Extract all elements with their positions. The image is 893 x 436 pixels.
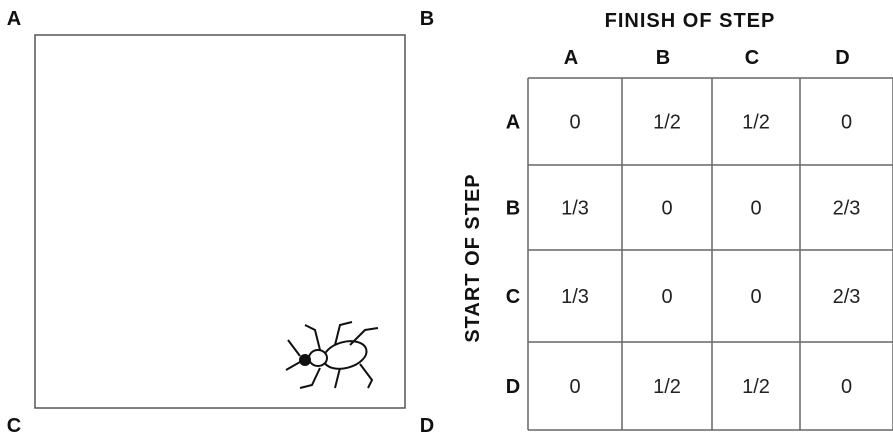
column-header: A: [564, 47, 578, 69]
corner-label: B: [420, 8, 434, 30]
column-header: D: [835, 47, 849, 69]
table-cell: 0: [750, 198, 761, 220]
row-header: C: [506, 286, 520, 308]
table-cell: 1/3: [561, 198, 589, 220]
corner-label: D: [420, 415, 434, 436]
column-header: B: [656, 47, 670, 69]
table-cell: 1/2: [653, 112, 681, 134]
table-cell: 2/3: [833, 286, 861, 308]
column-title: FINISH OF STEP: [605, 10, 776, 32]
table-cell: 0: [569, 112, 580, 134]
table-cell: 1/2: [742, 112, 770, 134]
table-cell: 0: [841, 376, 852, 398]
corner-label: C: [7, 415, 21, 436]
corner-label: A: [7, 8, 21, 30]
row-title: START OF STEP: [462, 173, 484, 342]
table-cell: 1/3: [561, 286, 589, 308]
table-cell: 0: [661, 198, 672, 220]
row-header: B: [506, 198, 520, 220]
beetle: [285, 321, 379, 389]
row-header: A: [506, 112, 520, 134]
table-cell: 0: [661, 286, 672, 308]
table-cell: 1/2: [742, 376, 770, 398]
table-cell: 2/3: [833, 198, 861, 220]
column-header: C: [745, 47, 759, 69]
table-cell: 0: [841, 112, 852, 134]
row-header: D: [506, 376, 520, 398]
table-cell: 0: [750, 286, 761, 308]
room-square: [34, 34, 406, 409]
table-cell: 1/2: [653, 376, 681, 398]
table-cell: 0: [569, 376, 580, 398]
